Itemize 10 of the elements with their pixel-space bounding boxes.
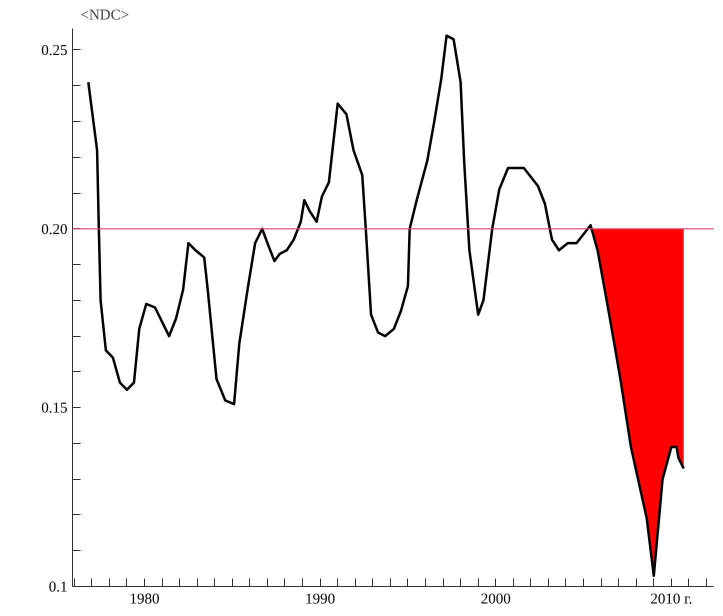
x-tick-label: 2000 bbox=[480, 592, 511, 608]
x-tick-label: 1980 bbox=[130, 592, 160, 608]
line-series bbox=[87, 34, 685, 578]
y-tick-label: 0.25 bbox=[41, 42, 68, 59]
x-tick-label: 1990 bbox=[305, 592, 336, 608]
y-axis-title: <NDC> bbox=[80, 8, 130, 24]
x-tick-label: 2010 г. bbox=[650, 592, 692, 608]
y-tick-label: 0.1 bbox=[48, 580, 68, 596]
y-tick-label: 0.15 bbox=[41, 400, 68, 417]
y-tick-label: 0.20 bbox=[41, 222, 68, 238]
